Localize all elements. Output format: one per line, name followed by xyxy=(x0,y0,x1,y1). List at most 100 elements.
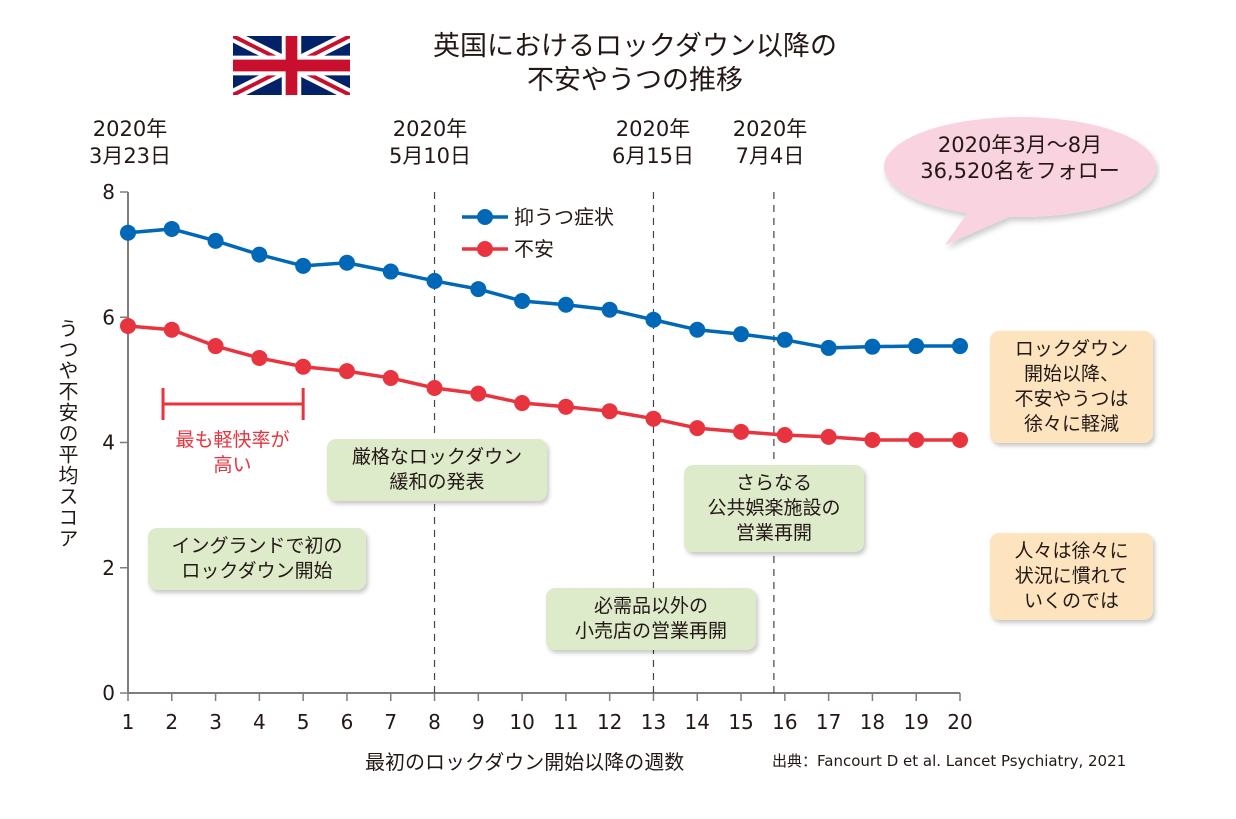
anxiety-point xyxy=(601,403,618,420)
note-line: イングランドで初の xyxy=(171,535,343,557)
highest-remission-note: 最も軽快率が 高い xyxy=(150,428,315,478)
x-tick-label: 12 xyxy=(597,710,622,734)
x-tick-label: 18 xyxy=(860,710,885,734)
depression-point xyxy=(776,331,793,348)
anxiety-point xyxy=(864,431,881,448)
anxiety-point xyxy=(908,431,925,448)
depression-point xyxy=(207,232,224,249)
anxiety-point xyxy=(952,431,968,448)
y-tick-label: 4 xyxy=(102,431,115,455)
chart-title: 英国におけるロックダウン以降の 不安やうつの推移 xyxy=(365,30,905,98)
event-date-2: 2020年 5月10日 xyxy=(380,116,480,170)
legend-marker xyxy=(477,241,493,257)
anxiety-point xyxy=(470,385,487,402)
x-tick-label: 9 xyxy=(472,710,485,734)
note-line: 開始以降、 xyxy=(1023,363,1119,385)
legend-marker xyxy=(477,209,493,225)
event-year: 2020年 xyxy=(92,117,168,141)
bubble-line-1: 2020年3月〜8月 xyxy=(937,133,1103,157)
anxiety-point xyxy=(251,349,268,366)
depression-point xyxy=(251,246,268,263)
note-line: 最も軽快率が xyxy=(175,429,290,451)
anxiety-point xyxy=(645,410,662,427)
note-line: 不安やうつは xyxy=(1014,388,1129,410)
depression-point xyxy=(514,292,531,309)
note-line: 小売店の営業再開 xyxy=(574,620,727,642)
x-tick-label: 8 xyxy=(428,710,441,734)
x-tick-label: 11 xyxy=(553,710,578,734)
title-line-2: 不安やうつの推移 xyxy=(527,65,743,96)
depression-point xyxy=(689,321,706,338)
anxiety-point xyxy=(733,423,750,440)
series-line-anxiety xyxy=(127,324,960,442)
depression-point xyxy=(952,338,968,355)
note-retail-reopen: 必需品以外の 小売店の営業再開 xyxy=(546,588,756,650)
note-line: 人々は徐々に xyxy=(1014,540,1129,562)
note-summary-decrease: ロックダウン 開始以降、 不安やうつは 徐々に軽減 xyxy=(990,331,1153,443)
x-tick-label: 3 xyxy=(209,710,222,734)
note-line: 徐々に軽減 xyxy=(1023,413,1119,435)
anxiety-point xyxy=(514,395,531,412)
anxiety-point xyxy=(382,369,399,386)
note-leisure-reopen: さらなる 公共娯楽施設の 営業再開 xyxy=(684,465,864,552)
depression-point xyxy=(601,301,618,318)
depression-point xyxy=(908,338,925,355)
y-tick-label: 2 xyxy=(102,556,115,580)
depression-point xyxy=(295,257,312,274)
speech-bubble xyxy=(884,117,1156,245)
depression-point xyxy=(382,263,399,280)
event-day: 7月4日 xyxy=(735,144,805,168)
x-tick-label: 2 xyxy=(165,710,178,734)
event-year: 2020年 xyxy=(615,117,691,141)
event-year: 2020年 xyxy=(732,117,808,141)
anxiety-point xyxy=(338,363,355,380)
x-tick-label: 15 xyxy=(728,710,753,734)
depression-point xyxy=(557,296,574,313)
event-date-1: 2020年 3月23日 xyxy=(80,116,180,170)
y-tick-label: 8 xyxy=(102,180,115,204)
note-line: さらなる xyxy=(735,472,812,494)
x-tick-label: 6 xyxy=(341,710,354,734)
note-line: いくのでは xyxy=(1023,590,1119,612)
title-line-1: 英国におけるロックダウン以降の xyxy=(433,31,837,62)
event-day: 3月23日 xyxy=(88,144,172,168)
x-tick-label: 17 xyxy=(816,710,841,734)
note-line: 営業再開 xyxy=(735,522,812,544)
anxiety-point xyxy=(820,428,837,445)
depression-point xyxy=(820,339,837,356)
uk-flag-icon xyxy=(233,36,350,95)
depression-point xyxy=(864,338,881,355)
legend-label: 抑うつ症状 xyxy=(514,205,614,229)
depression-point xyxy=(120,224,136,241)
x-tick-label: 5 xyxy=(297,710,310,734)
note-line: 厳格なロックダウン xyxy=(351,446,523,468)
note-line: 高い xyxy=(213,454,252,476)
x-tick-label: 14 xyxy=(685,710,710,734)
x-tick-label: 7 xyxy=(384,710,397,734)
legend-label: 不安 xyxy=(514,237,554,261)
x-axis-label: 最初のロックダウン開始以降の週数 xyxy=(365,750,685,774)
x-tick-label: 13 xyxy=(641,710,666,734)
depression-point xyxy=(645,311,662,328)
depression-point xyxy=(470,281,487,298)
y-axis-label: うつや不安の平均スコア xyxy=(55,318,79,549)
anxiety-point xyxy=(557,398,574,415)
note-line: 必需品以外の xyxy=(593,595,708,617)
note-easing-announcement: 厳格なロックダウン 緩和の発表 xyxy=(327,439,547,501)
note-line: ロックダウン開始 xyxy=(181,560,333,582)
anxiety-point xyxy=(120,318,136,335)
depression-point xyxy=(338,254,355,271)
note-line: 状況に慣れて xyxy=(1014,565,1129,587)
note-line: 公共娯楽施設の xyxy=(707,497,841,519)
event-day: 6月15日 xyxy=(611,144,695,168)
y-tick-label: 6 xyxy=(102,305,115,329)
anxiety-point xyxy=(295,358,312,375)
depression-point xyxy=(163,220,180,237)
event-day: 5月10日 xyxy=(388,144,472,168)
anxiety-point xyxy=(776,426,793,443)
source-citation: 出典：Fancourt D et al. Lancet Psychiatry, … xyxy=(772,752,1127,770)
depression-point xyxy=(426,272,443,289)
